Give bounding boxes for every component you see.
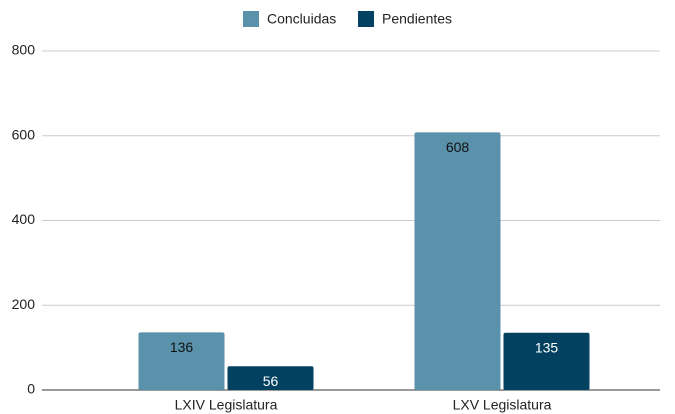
x-tick-label: LXIV Legislatura (175, 397, 278, 413)
bar (227, 366, 314, 390)
legend-label: Pendientes (382, 11, 452, 27)
data-label: 608 (446, 139, 470, 155)
y-tick-label: 800 (12, 42, 36, 58)
data-label: 56 (263, 373, 279, 389)
y-tick-label: 200 (12, 296, 36, 312)
data-label: 136 (170, 339, 194, 355)
data-label: 135 (535, 339, 559, 355)
legend-swatch (358, 11, 374, 27)
bar (138, 332, 225, 390)
y-tick-label: 400 (12, 211, 36, 227)
legend-swatch (243, 11, 259, 27)
bar (503, 332, 590, 390)
x-tick-label: LXV Legislatura (453, 397, 552, 413)
bar (414, 132, 501, 391)
y-tick-label: 600 (12, 126, 36, 142)
legend-label: Concluidas (267, 11, 336, 27)
y-tick-label: 0 (27, 381, 35, 397)
